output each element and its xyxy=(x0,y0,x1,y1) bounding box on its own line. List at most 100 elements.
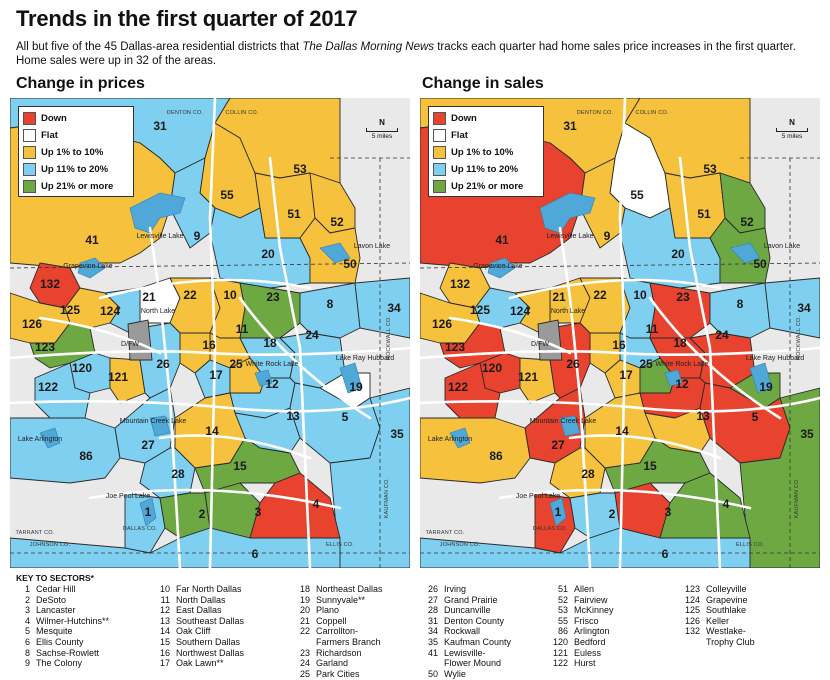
key-entry: 126 Keller xyxy=(680,616,755,627)
key-number: 124 xyxy=(684,594,700,605)
district-23 xyxy=(649,282,711,339)
key-name: Hurst xyxy=(574,658,596,669)
key-entry: 18 Northeast Dallas xyxy=(290,584,383,595)
key-number: 21 xyxy=(299,615,310,626)
district-label-132: 132 xyxy=(40,277,60,291)
legend-swatch xyxy=(23,112,36,125)
key-entry: 41 Lewisville- xyxy=(418,648,511,659)
district-label-6: 6 xyxy=(252,547,259,561)
key-number: 50 xyxy=(427,668,438,679)
key-number: 6 xyxy=(24,636,30,647)
key-entry: 24 Garland xyxy=(290,658,383,669)
district-label-132: 132 xyxy=(450,277,470,291)
legend-swatch xyxy=(23,129,36,142)
district-51 xyxy=(664,172,726,239)
county-label: ROCKWALL CO. xyxy=(796,316,802,360)
county-label: TARRANT CO. xyxy=(426,530,465,536)
key-entry: 125 Southlake xyxy=(680,605,755,616)
key-name: Coppell xyxy=(316,615,347,626)
place-label: Lake Arlington xyxy=(18,436,62,443)
district-label-17: 17 xyxy=(209,368,223,382)
key-number: 19 xyxy=(299,594,310,605)
legend-item: Up 1% to 10% xyxy=(433,144,539,161)
publication-name: The Dallas Morning News xyxy=(302,41,435,53)
scale-bar: N 5 miles xyxy=(362,118,402,140)
place-label: Lake Ray Hubbard xyxy=(746,355,804,362)
district-label-25: 25 xyxy=(639,357,653,371)
district-label-55: 55 xyxy=(220,188,234,202)
legend-label: Up 11% to 20% xyxy=(41,164,109,175)
legend-item: Up 21% or more xyxy=(23,178,129,195)
key-name: Carrollton- xyxy=(316,626,359,637)
key-column: 10 Far North Dallas 11 North Dallas 12 East D… xyxy=(150,584,244,669)
key-entry: 17 Oak Lawn** xyxy=(150,658,244,669)
district-6 xyxy=(10,527,341,568)
district-label-86: 86 xyxy=(79,449,93,463)
key-number: 51 xyxy=(557,584,568,594)
district-label-10: 10 xyxy=(223,288,237,302)
north-arrow-icon: N xyxy=(379,118,385,127)
key-number: 31 xyxy=(427,615,438,626)
key-name: Park Cities xyxy=(316,668,360,679)
key-name: Wylie xyxy=(444,668,466,679)
key-title: KEY TO SECTORS* xyxy=(16,573,94,583)
place-label: Mountain Creek Lake xyxy=(120,418,187,425)
district-label-20: 20 xyxy=(671,247,685,261)
district-label-16: 16 xyxy=(612,338,626,352)
key-number: 27 xyxy=(427,594,438,605)
key-number: 11 xyxy=(160,594,170,605)
district-label-27: 27 xyxy=(551,438,565,452)
district-label-34: 34 xyxy=(797,301,811,315)
district-label-6: 6 xyxy=(662,547,669,561)
district-label-123: 123 xyxy=(445,340,465,354)
district-label-126: 126 xyxy=(22,317,42,331)
key-number: 9 xyxy=(24,658,30,669)
district-label-122: 122 xyxy=(448,380,468,394)
district-label-4: 4 xyxy=(723,497,730,511)
district-51 xyxy=(254,172,316,239)
key-number: 4 xyxy=(24,615,30,626)
key-number: 22 xyxy=(299,626,310,637)
place-label: North Lake xyxy=(551,308,585,315)
legend-swatch xyxy=(433,129,446,142)
lake-shape xyxy=(39,427,61,449)
district-label-8: 8 xyxy=(327,297,334,311)
district-label-2: 2 xyxy=(199,507,206,521)
district-label-19: 19 xyxy=(759,380,773,394)
place-label: Joe Pool Lake xyxy=(516,493,560,500)
key-name: Garland xyxy=(316,658,349,669)
scale-label: 5 miles xyxy=(781,133,803,140)
place-label: D/FW xyxy=(121,341,139,348)
prices-map-heading: Change in prices xyxy=(16,75,145,92)
legend-item: Up 11% to 20% xyxy=(433,161,539,178)
district-34 xyxy=(764,277,820,339)
key-number: 17 xyxy=(159,658,170,669)
key-name: Cedar Hill xyxy=(36,584,76,594)
legend-item: Up 21% or more xyxy=(433,178,539,195)
district-label-24: 24 xyxy=(715,328,729,342)
highway-line xyxy=(158,434,312,460)
key-entry: 9 The Colony xyxy=(10,658,109,669)
district-label-18: 18 xyxy=(263,336,277,350)
district-label-5: 5 xyxy=(342,410,349,424)
key-entry: 1 Cedar Hill xyxy=(10,584,109,595)
key-name: Lancaster xyxy=(36,605,76,616)
lake-shape xyxy=(549,497,567,527)
key-name: Arlington xyxy=(574,626,610,637)
key-entry: 34 Rockwall xyxy=(418,626,511,637)
district-label-11: 11 xyxy=(236,322,249,336)
key-name: Bedford xyxy=(574,636,606,647)
legend-label: Up 21% or more xyxy=(41,181,114,192)
key-number: 16 xyxy=(159,647,170,658)
key-name: Farmers Branch xyxy=(316,636,381,647)
key-name: Mesquite xyxy=(36,626,73,637)
district-label-35: 35 xyxy=(800,427,814,441)
price-legend: Down Flat Up 1% to 10% Up 11% to 20% Up 21% … xyxy=(18,106,134,197)
district-label-1: 1 xyxy=(145,505,152,519)
highway-line xyxy=(618,98,627,568)
key-column: 51 Allen 52 Fairview 53 McKinney 55 Frisco 86 Arl… xyxy=(548,584,614,669)
key-number: 3 xyxy=(24,605,30,616)
district-label-13: 13 xyxy=(286,409,300,423)
subtitle: All but five of the 45 Dallas-area resid… xyxy=(16,41,796,67)
lake-shape xyxy=(254,369,273,387)
